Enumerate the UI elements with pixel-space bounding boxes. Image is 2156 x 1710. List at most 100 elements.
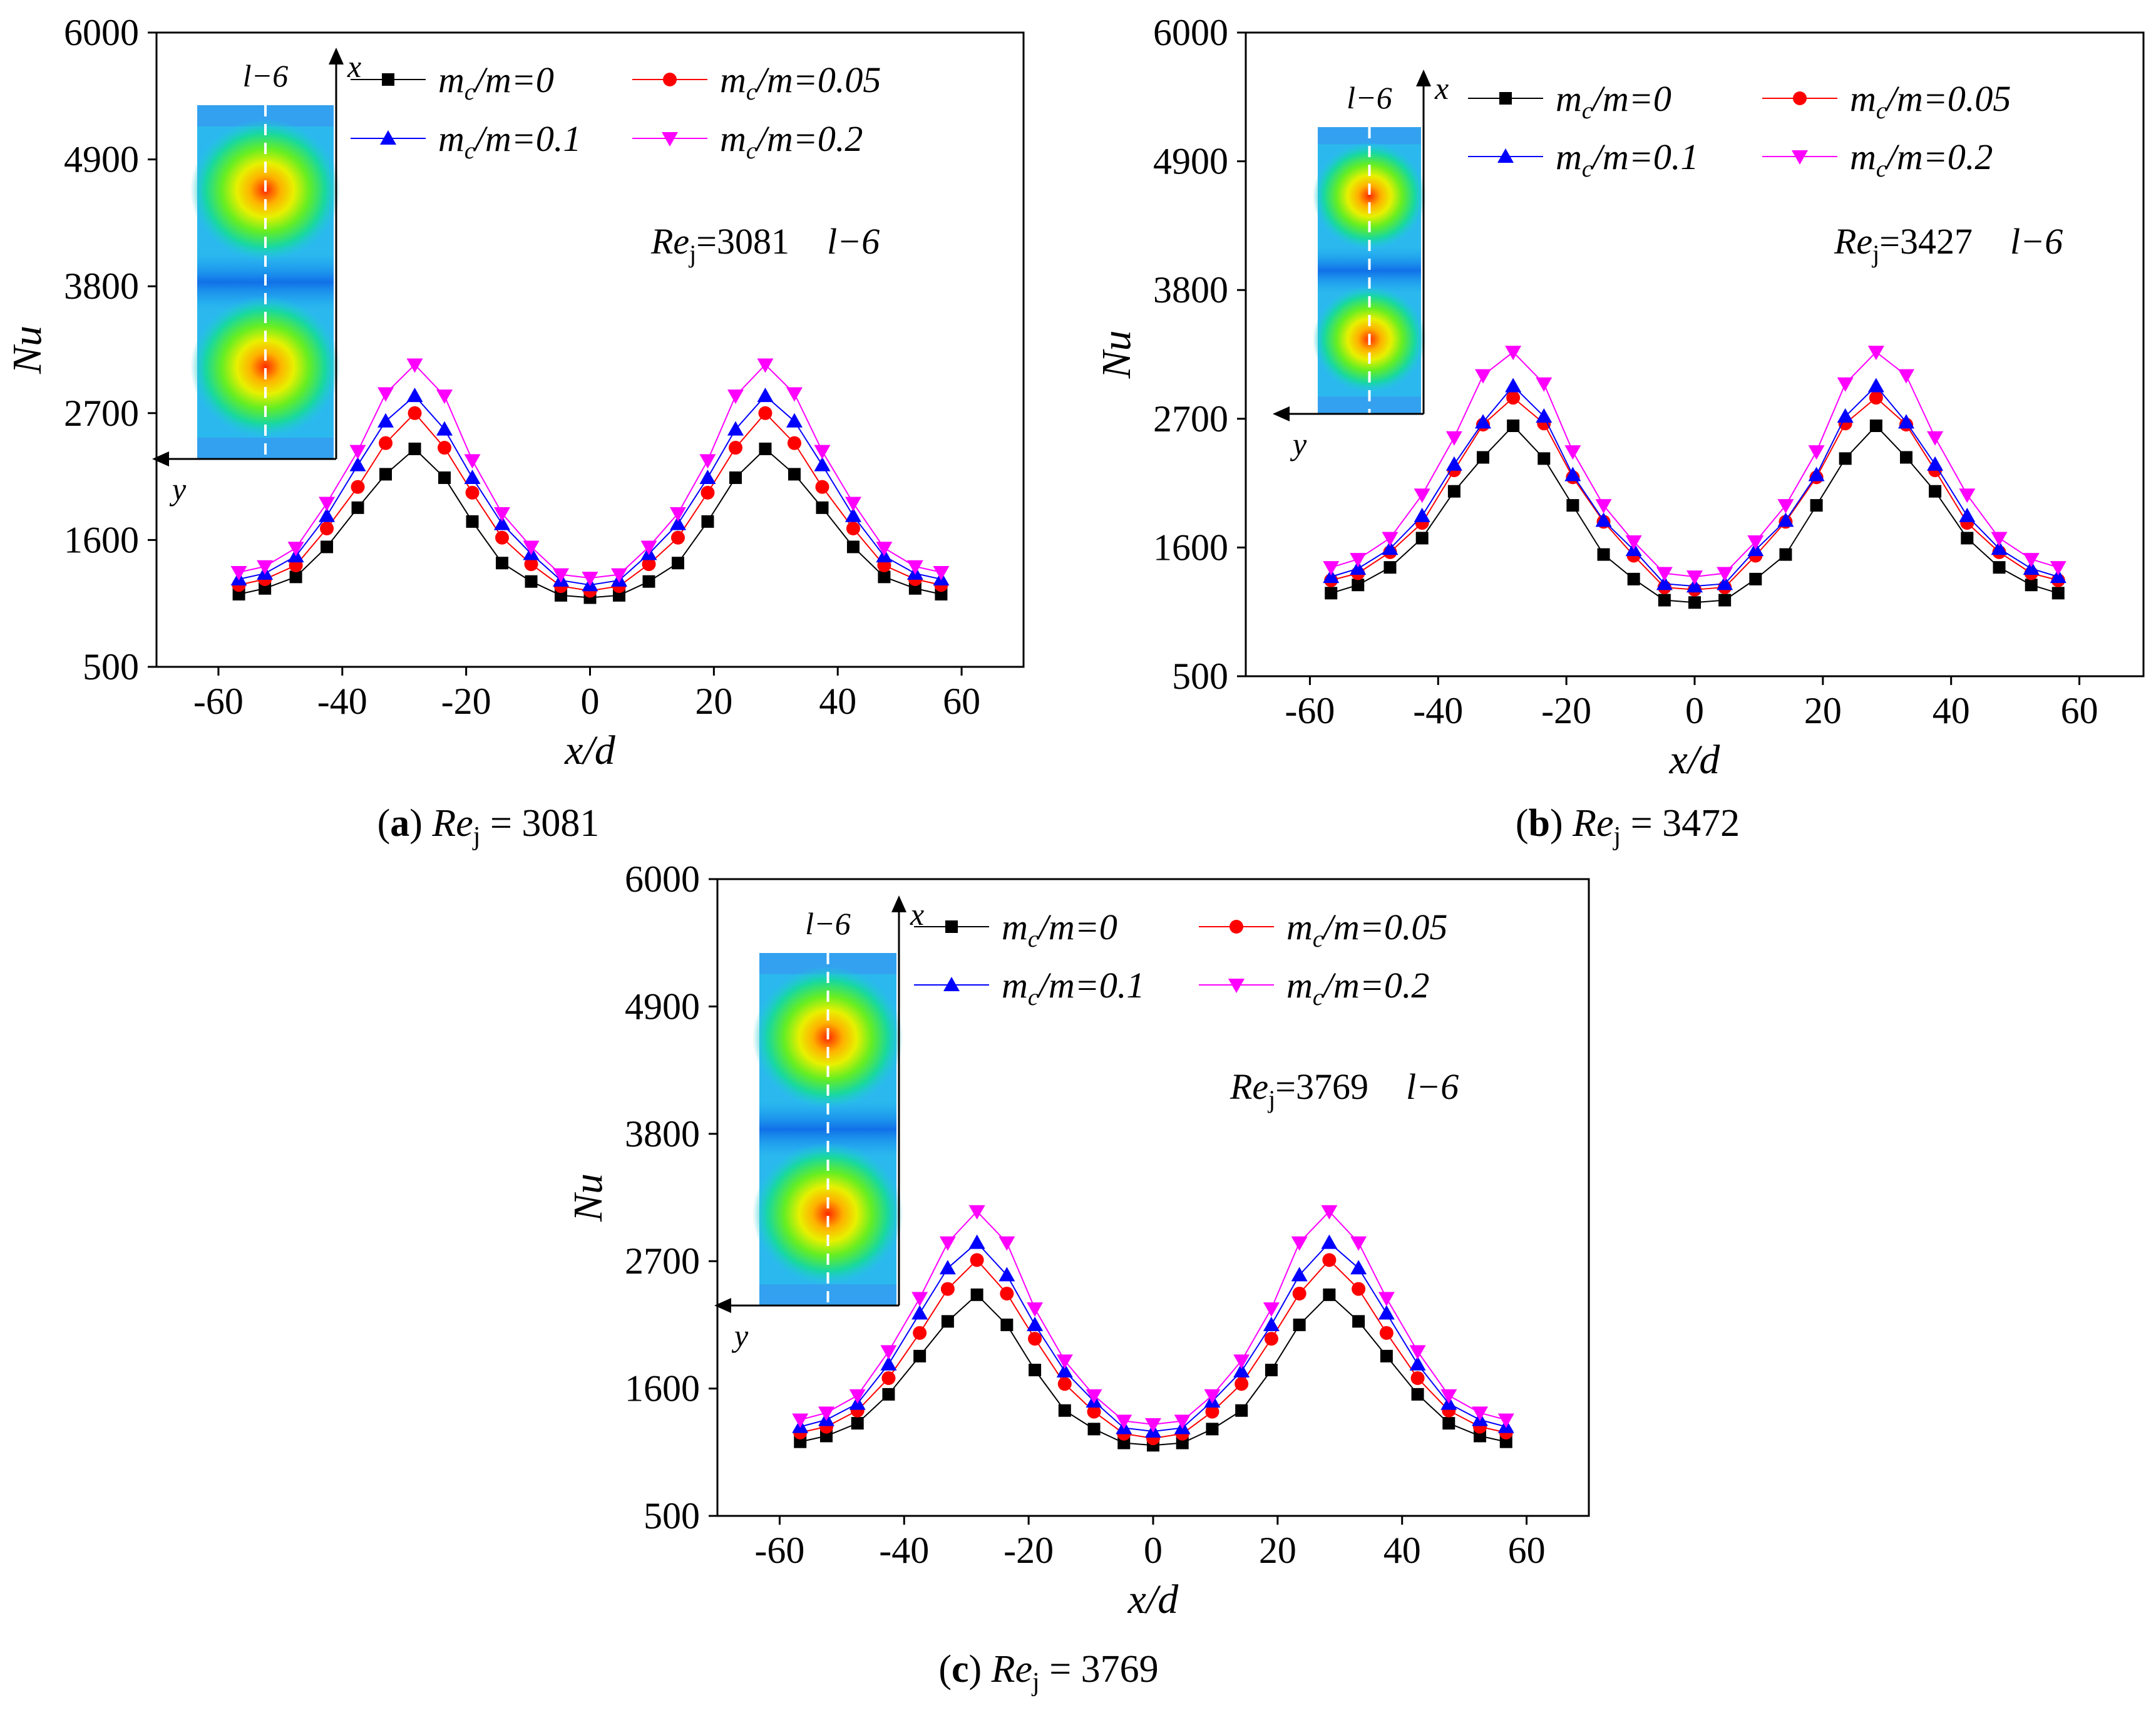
data-point — [1993, 561, 2006, 574]
data-point — [727, 421, 744, 436]
legend-m: m — [438, 118, 465, 159]
legend-marker — [382, 73, 394, 86]
data-point — [553, 568, 570, 583]
data-point — [1442, 1417, 1455, 1430]
data-point — [939, 1260, 956, 1275]
data-point — [759, 442, 772, 455]
data-point — [787, 436, 801, 450]
data-point — [1686, 578, 1703, 593]
x-tick-label: 40 — [1933, 690, 1970, 731]
legend-m: m — [1850, 136, 1876, 177]
x-tick-label: -40 — [879, 1530, 929, 1571]
legend-entry: mc/m=0 — [914, 907, 1117, 952]
data-point — [998, 1236, 1015, 1251]
inset-hotspot-1 — [1312, 142, 1427, 250]
legend-m: m — [1286, 965, 1313, 1006]
data-point — [846, 540, 860, 554]
data-point — [788, 468, 801, 481]
data-point — [913, 1349, 927, 1362]
annotation-re: Re — [1834, 221, 1872, 262]
legend-sub: c — [465, 79, 475, 105]
legend-label: mc/m=0 — [438, 59, 554, 105]
y-tick-label: 1600 — [625, 1368, 700, 1409]
legend-label: mc/m=0.1 — [438, 118, 581, 164]
data-point — [1000, 1318, 1014, 1331]
chart-panel-a: -60 -40 -20 0 20 40 60 500 1600 2700 3800 4900 6000 x… — [4, 12, 1025, 851]
data-point — [2023, 553, 2040, 568]
x-tick-label: 60 — [2061, 690, 2098, 731]
inset-y-label: y — [1290, 426, 1307, 461]
inset-hotspot-2 — [190, 296, 341, 439]
caption-paren-close: ) — [969, 1648, 992, 1691]
data-point — [287, 542, 304, 557]
caption-paren-open: ( — [1516, 802, 1529, 845]
data-point — [1291, 1236, 1308, 1251]
legend-marker — [1229, 920, 1243, 934]
data-point — [728, 441, 742, 455]
data-point — [1379, 1326, 1394, 1340]
legend-m: m — [1286, 907, 1313, 947]
data-point — [1000, 1286, 1014, 1301]
data-point — [792, 1413, 809, 1428]
y-tick-label: 500 — [83, 646, 139, 688]
data-point — [1536, 377, 1553, 392]
x-tick-label: -60 — [754, 1530, 804, 1571]
legend-sub: c — [1028, 984, 1039, 1011]
data-point — [1961, 532, 1974, 545]
inset-line-label: l−6 — [805, 906, 851, 941]
heatmap-inset: x y l−6 — [714, 895, 924, 1353]
x-tick-label: -20 — [1004, 1530, 1054, 1571]
data-point — [379, 436, 393, 450]
x-tick-label: 20 — [1804, 690, 1842, 731]
data-point — [1350, 1236, 1367, 1251]
data-point — [1474, 414, 1491, 429]
data-point — [1323, 569, 1340, 584]
data-point — [939, 1236, 956, 1251]
data-point — [2051, 587, 2065, 600]
legend-label: mc/m=0.05 — [1286, 907, 1447, 952]
data-point — [406, 358, 423, 373]
data-point — [757, 358, 774, 373]
data-point — [758, 406, 773, 420]
legend-rest: /m=0 — [1591, 78, 1671, 119]
caption-tag: c — [952, 1648, 969, 1691]
y-tick-label: 3800 — [1153, 269, 1228, 311]
data-point — [1058, 1404, 1071, 1417]
data-point — [642, 575, 655, 588]
annotation-re: Re — [650, 221, 689, 262]
data-point — [1867, 346, 1884, 361]
legend-marker — [1792, 150, 1808, 165]
x-tick-label: 60 — [943, 681, 980, 722]
data-point — [319, 497, 336, 512]
legend-sub: c — [1582, 98, 1593, 124]
legend-marker — [1793, 91, 1807, 105]
data-point — [818, 1406, 834, 1421]
data-point — [1204, 1389, 1221, 1404]
legend-sub: c — [465, 138, 475, 164]
data-point — [1810, 499, 1823, 512]
data-point — [786, 387, 803, 402]
inset-x-label: x — [1434, 71, 1449, 106]
data-point — [1445, 456, 1462, 471]
legend-marker — [1497, 148, 1514, 163]
data-point — [1325, 587, 1338, 600]
legend-entry: mc/m=0.05 — [632, 59, 881, 105]
data-point — [640, 540, 657, 555]
annotation-re: Re — [1229, 1066, 1268, 1107]
legend-rest: /m=0.05 — [1322, 907, 1448, 947]
x-tick-label: 0 — [1144, 1530, 1163, 1571]
legend-entry: mc/m=0.2 — [1762, 136, 1993, 182]
data-point — [1145, 1418, 1161, 1433]
x-tick-label: 0 — [1685, 690, 1704, 731]
data-point — [1991, 540, 2008, 555]
data-point — [1717, 567, 1733, 582]
data-point — [1056, 1354, 1073, 1369]
legend-rest: /m=0.05 — [1885, 78, 2011, 119]
data-point — [1411, 1388, 1424, 1401]
legend-sub: c — [1582, 156, 1593, 182]
legend-label: mc/m=0.05 — [720, 59, 881, 105]
data-point — [1350, 553, 1367, 568]
data-point — [1537, 452, 1551, 465]
data-point — [1382, 532, 1399, 547]
data-point — [351, 501, 364, 514]
